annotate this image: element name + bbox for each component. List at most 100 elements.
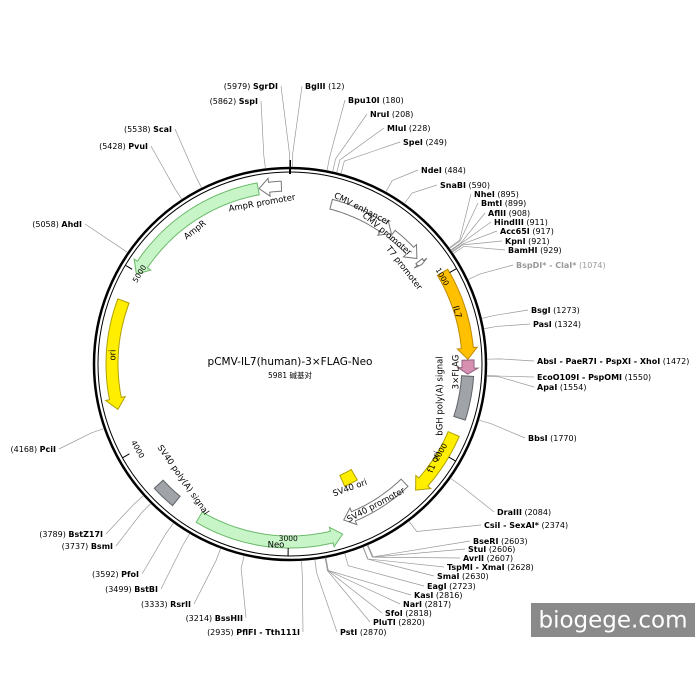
site-label: BglII (12) bbox=[305, 82, 345, 91]
site-leader bbox=[486, 375, 535, 388]
site-position: (2816) bbox=[436, 591, 463, 600]
site-position: (2603) bbox=[501, 537, 528, 546]
site-position: (1273) bbox=[553, 306, 580, 315]
site-label: (5862) SspI bbox=[210, 97, 258, 106]
site-label: (3333) RsrII bbox=[141, 600, 191, 609]
feature-arrow bbox=[258, 177, 283, 198]
site-name: PstI bbox=[340, 628, 357, 637]
site-name: DraIII bbox=[497, 508, 522, 517]
site-name: PasI bbox=[533, 320, 552, 329]
site-name: StuI bbox=[468, 545, 486, 554]
site-name: NheI bbox=[474, 190, 495, 199]
site-name: NarI bbox=[403, 600, 422, 609]
site-position: (899) bbox=[505, 199, 527, 208]
site-position: (2628) bbox=[507, 563, 534, 572]
site-position: (1554) bbox=[560, 383, 587, 392]
watermark-box bbox=[531, 603, 695, 637]
site-leader bbox=[58, 428, 104, 450]
site-label: NarI (2817) bbox=[403, 600, 451, 609]
site-leader bbox=[280, 85, 290, 168]
site-name: NdeI bbox=[421, 166, 442, 175]
site-leader bbox=[340, 141, 401, 174]
tick-mark bbox=[122, 453, 130, 459]
site-leader bbox=[449, 202, 479, 249]
site-leader bbox=[452, 240, 503, 253]
site-name: BspDI* - ClaI* bbox=[516, 261, 577, 270]
site-position: (2723) bbox=[449, 582, 476, 591]
site-position: (228) bbox=[409, 124, 431, 133]
site-position: (3499) bbox=[105, 585, 132, 594]
site-name: BsmI bbox=[91, 542, 113, 551]
feature-arrow bbox=[342, 478, 409, 526]
site-leader bbox=[451, 230, 498, 252]
site-leader bbox=[366, 545, 461, 559]
site-label: ApaI (1554) bbox=[537, 383, 586, 392]
site-leader bbox=[301, 560, 304, 633]
site-position: (1550) bbox=[625, 373, 652, 382]
site-name: BssHII bbox=[215, 614, 243, 623]
tick-mark bbox=[449, 268, 457, 273]
site-label: MluI (228) bbox=[387, 124, 430, 133]
site-label: EcoO109I - PspOMI (1550) bbox=[537, 373, 651, 382]
site-label: (3214) BssHII bbox=[186, 614, 243, 623]
site-leader bbox=[450, 212, 486, 251]
site-leader bbox=[240, 555, 247, 619]
site-leader bbox=[450, 477, 495, 513]
feature-arrow bbox=[456, 359, 480, 375]
site-leader bbox=[174, 128, 202, 189]
site-name: SnaBI bbox=[440, 181, 466, 190]
site-position: (921) bbox=[528, 237, 550, 246]
site-position: (5862) bbox=[210, 97, 237, 106]
site-label: AvrII (2607) bbox=[463, 554, 513, 563]
site-name: SmaI bbox=[437, 572, 459, 581]
site-name: PciI bbox=[40, 445, 56, 454]
site-name: Acc65I bbox=[500, 227, 530, 236]
site-label: (5058) AhdI bbox=[32, 220, 82, 229]
site-name: AvrII bbox=[463, 554, 484, 563]
site-leader bbox=[84, 223, 128, 253]
site-label: (2935) PflFI - Tth111I bbox=[207, 628, 300, 637]
site-label: DraIII (2084) bbox=[497, 508, 551, 517]
plasmid-title: pCMV-IL7(human)-3×FLAG-Neo bbox=[208, 356, 373, 368]
site-label: BseRI (2603) bbox=[473, 537, 528, 546]
site-name: PfoI bbox=[121, 570, 139, 579]
plasmid-size: 5981 碱基对 bbox=[268, 370, 312, 380]
site-name: ScaI bbox=[153, 125, 172, 134]
site-label: NheI (895) bbox=[474, 190, 519, 199]
site-name: KasI bbox=[414, 591, 433, 600]
site-position: (895) bbox=[497, 190, 519, 199]
site-position: (2817) bbox=[425, 600, 452, 609]
site-leader bbox=[115, 503, 152, 547]
site-name: PflFI - Tth111I bbox=[236, 628, 300, 637]
site-leader bbox=[408, 520, 482, 532]
site-label: (3499) BstBI bbox=[105, 585, 158, 594]
site-label: TspMI - XmaI (2628) bbox=[447, 563, 534, 572]
site-label: SmaI (2630) bbox=[437, 572, 489, 581]
site-label: BmtI (899) bbox=[481, 199, 526, 208]
site-leader bbox=[314, 559, 338, 633]
site-label: HindIII (911) bbox=[494, 218, 548, 227]
site-label: BamHI (929) bbox=[508, 246, 562, 255]
site-name: SfoI bbox=[385, 609, 403, 618]
site-label: NdeI (484) bbox=[421, 166, 466, 175]
feature-label: Neo bbox=[268, 541, 285, 551]
site-label: Bpu10I (180) bbox=[348, 96, 404, 105]
site-position: (2374) bbox=[542, 521, 569, 530]
tick-label: 3000 bbox=[279, 534, 298, 543]
watermark: biogege.com bbox=[539, 608, 688, 634]
site-position: (2630) bbox=[462, 572, 489, 581]
site-name: SpeI bbox=[403, 138, 423, 147]
feature-label: ori bbox=[109, 349, 119, 360]
site-leader bbox=[385, 169, 419, 193]
site-name: CsiI - SexAI* bbox=[484, 521, 540, 530]
tick-mark bbox=[448, 456, 456, 462]
site-label: (3592) PfoI bbox=[92, 570, 139, 579]
feature-arrow bbox=[436, 268, 479, 361]
site-label: CsiI - SexAI* (2374) bbox=[484, 521, 568, 530]
site-leader bbox=[448, 193, 472, 249]
site-label: BsgI (1273) bbox=[531, 306, 580, 315]
site-leader bbox=[324, 557, 371, 623]
site-position: (2607) bbox=[487, 554, 514, 563]
site-leader bbox=[481, 309, 529, 319]
